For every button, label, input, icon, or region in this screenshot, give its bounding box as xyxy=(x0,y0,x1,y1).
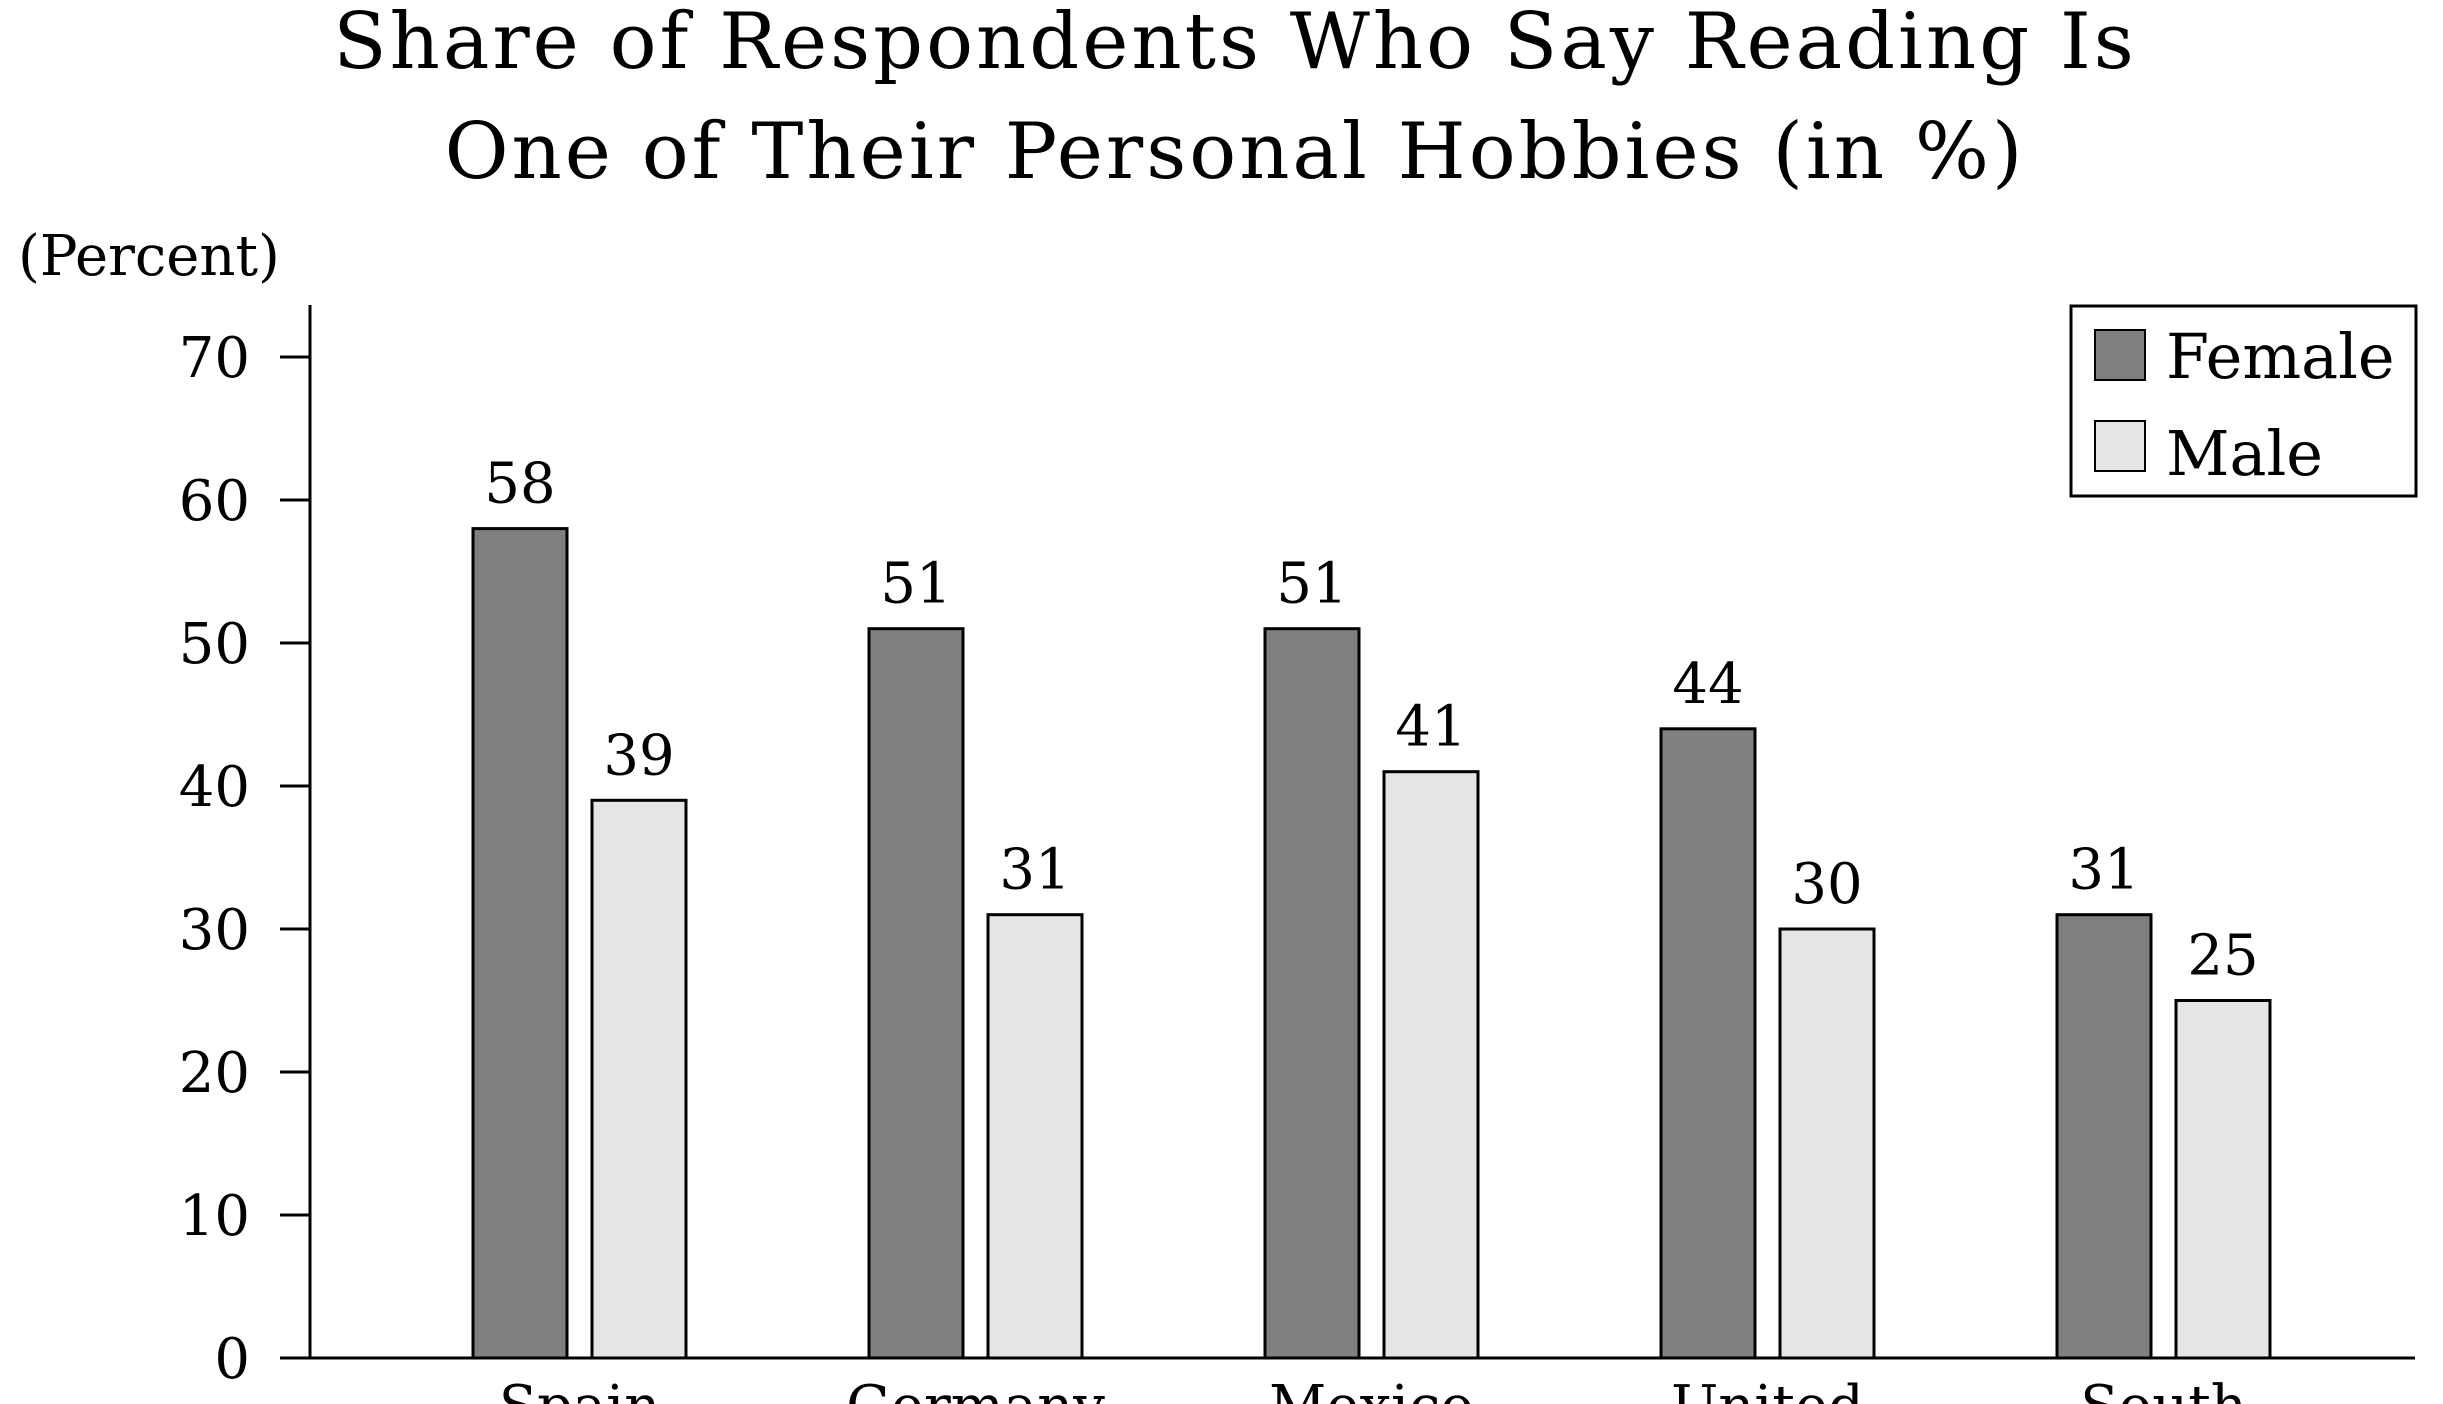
legend-swatch-male xyxy=(2094,420,2146,472)
y-tick-label: 0 xyxy=(214,1327,250,1392)
category-label-mexico: Mexico xyxy=(1269,1374,1474,1404)
value-label-female-mexico: 51 xyxy=(1276,552,1347,617)
bar-male-mexico xyxy=(1382,770,1480,1360)
y-tick-label: 20 xyxy=(179,1041,250,1106)
value-label-male-united: 30 xyxy=(1791,852,1862,917)
chart-title-line-2: One of Their Personal Hobbies (in %) xyxy=(445,107,2026,197)
legend-label-female: Female xyxy=(2166,320,2395,393)
bar-female-mexico xyxy=(1263,627,1361,1360)
value-label-female-germany: 51 xyxy=(880,552,951,617)
legend-label-male: Male xyxy=(2166,417,2323,490)
category-label-germany: Germany xyxy=(846,1374,1105,1404)
bar-female-spain xyxy=(471,527,569,1360)
category-labels: Spain Germany Mexico United South xyxy=(499,1374,2247,1404)
y-axis-unit-label: (Percent) xyxy=(18,224,280,289)
bar-female-south xyxy=(2055,913,2153,1360)
bars xyxy=(471,527,2272,1360)
value-label-female-spain: 58 xyxy=(484,452,555,517)
value-label-female-south: 31 xyxy=(2068,838,2139,903)
bar-male-united xyxy=(1778,927,1876,1360)
axes: 0 10 20 30 40 50 60 70 xyxy=(179,305,2415,1392)
category-label-united: United xyxy=(1671,1374,1864,1404)
y-tick-label: 30 xyxy=(179,898,250,963)
bar-female-united xyxy=(1659,727,1757,1360)
value-labels: 58 39 51 31 51 41 44 30 31 25 xyxy=(484,452,2258,989)
y-tick-label: 10 xyxy=(179,1184,250,1249)
y-tick-label: 60 xyxy=(179,469,250,534)
legend: Female Male xyxy=(2069,304,2418,498)
category-label-spain: Spain xyxy=(499,1374,661,1404)
y-tick-label: 40 xyxy=(179,755,250,820)
bar-female-germany xyxy=(867,627,965,1360)
bar-male-germany xyxy=(986,913,1084,1360)
category-label-south: South xyxy=(2080,1374,2247,1404)
y-tick-label: 70 xyxy=(179,326,250,391)
y-tick-label: 50 xyxy=(179,612,250,677)
legend-swatch-female xyxy=(2094,329,2146,381)
chart-title-line-1: Share of Respondents Who Say Reading Is xyxy=(333,0,2137,87)
value-label-male-germany: 31 xyxy=(999,838,1070,903)
bar-male-south xyxy=(2174,999,2272,1360)
value-label-female-united: 44 xyxy=(1672,652,1743,717)
bar-male-spain xyxy=(590,798,688,1360)
value-label-male-mexico: 41 xyxy=(1395,695,1466,760)
value-label-male-south: 25 xyxy=(2187,924,2258,989)
value-label-male-spain: 39 xyxy=(603,723,674,788)
